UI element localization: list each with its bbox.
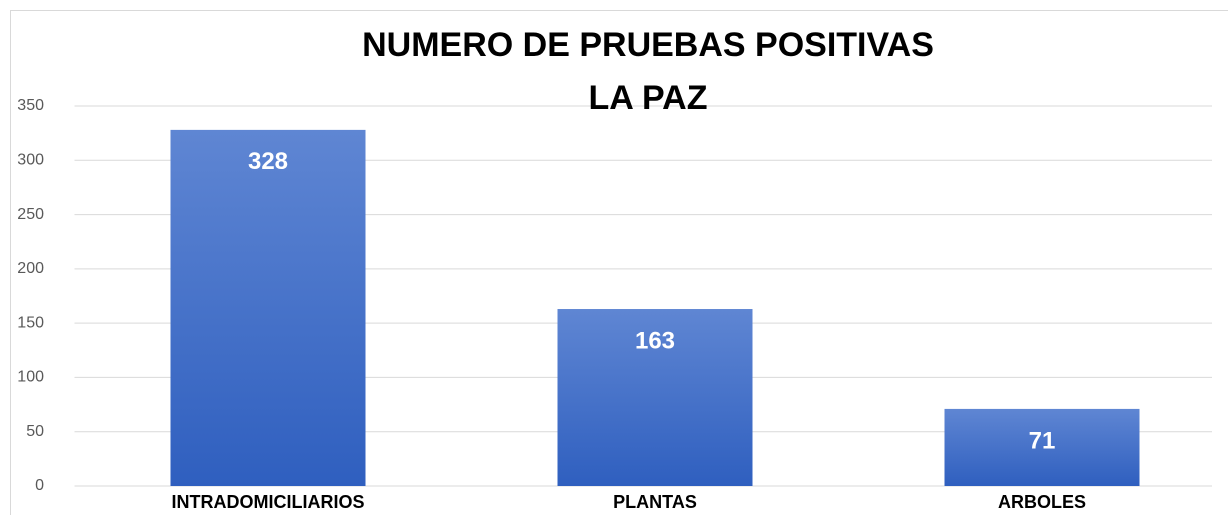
chart-title: NUMERO DE PRUEBAS POSITIVAS	[362, 26, 934, 64]
data-label: 71	[1029, 427, 1056, 454]
y-tick-label: 150	[17, 314, 44, 331]
y-tick-label: 50	[26, 423, 44, 440]
chart-border	[10, 10, 1228, 515]
data-label: 328	[248, 148, 288, 175]
x-tick-label: ARBOLES	[998, 492, 1086, 512]
y-tick-label: 100	[17, 369, 44, 386]
bar	[170, 129, 366, 486]
y-tick-label: 200	[17, 260, 44, 277]
chart-title: LA PAZ	[589, 79, 708, 117]
x-tick-label: INTRADOMICILIARIOS	[172, 492, 365, 512]
bar	[944, 408, 1140, 486]
y-tick-label: 0	[35, 477, 44, 494]
y-tick-label: 250	[17, 206, 44, 223]
data-label: 163	[635, 327, 675, 354]
y-tick-label: 350	[17, 97, 44, 114]
y-tick-label: 300	[17, 152, 44, 169]
x-tick-label: PLANTAS	[613, 492, 697, 512]
bar	[557, 309, 753, 486]
